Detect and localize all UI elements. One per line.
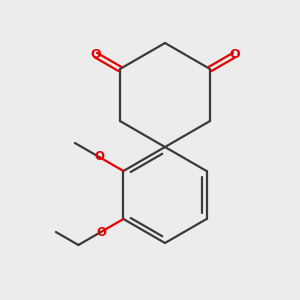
Text: O: O (96, 226, 106, 238)
Text: O: O (90, 49, 101, 62)
Text: O: O (94, 151, 104, 164)
Text: O: O (229, 49, 240, 62)
